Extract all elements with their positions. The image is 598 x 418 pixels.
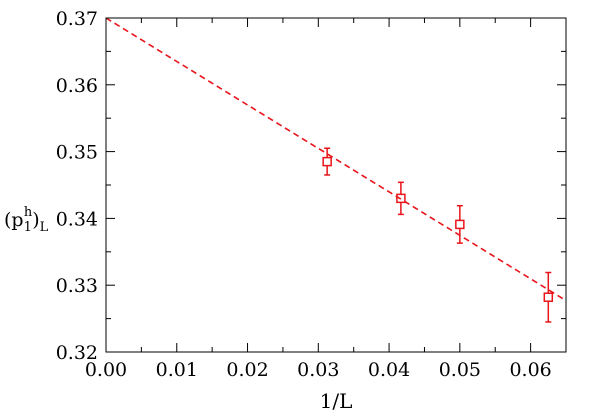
plot-area [105, 17, 567, 353]
x-tick-label: 0.04 [368, 359, 410, 381]
x-tick-label: 0.00 [85, 359, 127, 381]
y-tick-label: 0.32 [56, 342, 98, 364]
y-axis-title: (p1h)L [4, 205, 49, 235]
data-point-marker [396, 193, 406, 204]
fit-line-layer [105, 17, 567, 302]
tick-labels-layer: 0.00 0.01 0.02 0.03 0.04 0.05 0.06 0.32 0.33 0.34… [56, 8, 552, 381]
y-axis-title-sup: h [24, 205, 33, 220]
plot-frame [105, 17, 567, 353]
y-tick-label: 0.33 [56, 275, 98, 297]
data-point-marker [455, 219, 465, 230]
y-axis-title-base: (p [4, 209, 24, 231]
fit-line [105, 17, 567, 302]
y-tick-label: 0.34 [56, 208, 98, 230]
y-tick-label: 0.36 [56, 75, 98, 97]
x-axis-title: 1/L [320, 389, 353, 413]
y-tick-label: 0.35 [56, 142, 98, 164]
x-tick-label: 0.05 [439, 359, 481, 381]
y-tick-label: 0.37 [56, 8, 98, 30]
y-axis-title-sub1: 1 [24, 220, 32, 235]
y-axis-title-sub2: L [40, 220, 49, 235]
x-tick-label: 0.06 [509, 359, 551, 381]
data-points-layer [322, 147, 554, 323]
data-point-marker [322, 156, 332, 167]
x-tick-label: 0.01 [156, 359, 198, 381]
y-axis-title-close: ) [32, 209, 39, 231]
x-tick-label: 0.02 [226, 359, 268, 381]
ticks-layer [105, 17, 566, 353]
x-tick-label: 0.03 [297, 359, 339, 381]
data-point-marker [543, 292, 554, 302]
